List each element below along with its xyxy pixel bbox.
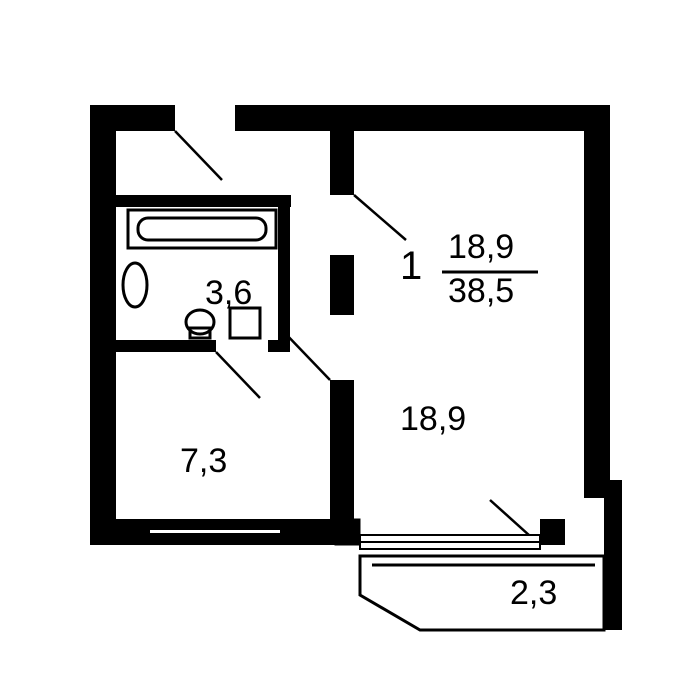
balcony [360,556,604,630]
summary-living-area: 18,9 [448,228,514,267]
kitchen-area-label: 7,3 [180,442,227,481]
interior-walls [116,105,354,540]
summary-total-area: 38,5 [448,272,514,311]
living-area-label: 18,9 [400,400,466,439]
bathroom-area-label: 3,6 [205,274,252,313]
living-window [335,519,540,549]
floorplan-canvas: 3,6 7,3 18,9 2,3 1 18,9 38,5 [0,0,700,700]
outer-walls [90,105,622,630]
balcony-area-label: 2,3 [510,574,557,613]
floorplan-svg [0,0,700,700]
summary-rooms-count: 1 [400,244,422,289]
bathroom-fixtures [123,210,276,338]
